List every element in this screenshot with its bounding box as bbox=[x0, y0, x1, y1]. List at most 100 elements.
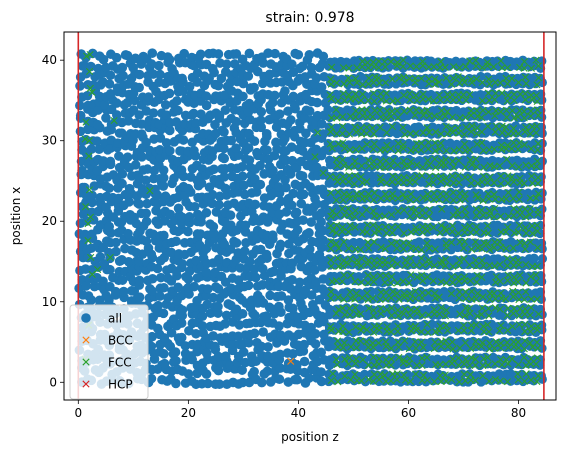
point-all bbox=[309, 265, 320, 275]
point-all bbox=[305, 182, 316, 192]
point-all bbox=[159, 230, 169, 241]
point-all bbox=[238, 78, 249, 89]
point-all bbox=[262, 366, 273, 377]
point-all bbox=[213, 80, 224, 91]
point-all bbox=[294, 277, 305, 288]
legend-label: FCC bbox=[108, 356, 132, 370]
point-all bbox=[171, 378, 181, 389]
point-all bbox=[158, 165, 169, 176]
point-all bbox=[256, 115, 266, 126]
point-all bbox=[161, 110, 172, 121]
point-all bbox=[292, 360, 302, 370]
point-all bbox=[134, 256, 144, 267]
point-all bbox=[158, 308, 169, 319]
point-all bbox=[141, 106, 152, 116]
point-all bbox=[141, 175, 151, 186]
point-all bbox=[335, 253, 346, 264]
point-all bbox=[117, 275, 128, 285]
point-all bbox=[192, 77, 202, 87]
point-all bbox=[256, 122, 267, 133]
point-all bbox=[213, 301, 223, 312]
point-all bbox=[219, 127, 229, 137]
point-all bbox=[366, 286, 376, 297]
point-all bbox=[268, 165, 278, 176]
point-all bbox=[301, 128, 311, 139]
point-all bbox=[158, 181, 169, 191]
point-all bbox=[220, 183, 231, 194]
point-all bbox=[134, 82, 144, 93]
point-all bbox=[271, 137, 281, 148]
point-all bbox=[288, 188, 299, 199]
point-all bbox=[225, 210, 236, 221]
point-all bbox=[213, 365, 224, 376]
point-all bbox=[378, 228, 388, 238]
point-all bbox=[220, 105, 231, 115]
point-all bbox=[141, 137, 151, 148]
point-all bbox=[164, 54, 175, 65]
point-all bbox=[123, 257, 134, 267]
point-all bbox=[183, 226, 193, 237]
point-all bbox=[86, 144, 97, 155]
point-all bbox=[146, 59, 157, 69]
point-all bbox=[273, 182, 284, 192]
point-all bbox=[112, 110, 122, 120]
point-all bbox=[537, 254, 548, 264]
point-all bbox=[249, 136, 260, 147]
point-all bbox=[166, 247, 177, 258]
point-all bbox=[117, 62, 128, 73]
point-all bbox=[310, 339, 321, 349]
point-all bbox=[372, 96, 382, 106]
point-all bbox=[304, 373, 315, 383]
point-all bbox=[98, 54, 109, 65]
point-all bbox=[316, 208, 327, 218]
point-all bbox=[208, 221, 219, 232]
point-all bbox=[177, 258, 188, 269]
point-all bbox=[359, 144, 369, 154]
point-all bbox=[98, 156, 109, 166]
point-all bbox=[93, 206, 104, 217]
point-all bbox=[183, 369, 194, 379]
point-all bbox=[240, 220, 251, 231]
point-all bbox=[213, 351, 224, 362]
point-all bbox=[136, 129, 147, 139]
point-all bbox=[316, 82, 327, 92]
point-all bbox=[134, 292, 145, 302]
point-all bbox=[171, 236, 181, 247]
point-all bbox=[304, 49, 315, 60]
point-all bbox=[316, 119, 327, 129]
point-all bbox=[285, 284, 296, 294]
point-all bbox=[306, 290, 317, 300]
point-all bbox=[128, 63, 138, 73]
point-all bbox=[208, 331, 219, 341]
point-all bbox=[204, 182, 215, 193]
point-all bbox=[124, 197, 134, 207]
point-all bbox=[201, 91, 212, 102]
point-all bbox=[537, 138, 547, 149]
point-all bbox=[176, 165, 187, 175]
point-all bbox=[252, 147, 262, 158]
point-all bbox=[159, 333, 170, 343]
point-all bbox=[110, 286, 121, 297]
point-all bbox=[123, 228, 133, 239]
point-all bbox=[231, 49, 242, 59]
point-all bbox=[220, 319, 230, 329]
y-tick-label: 20 bbox=[42, 214, 57, 228]
point-all bbox=[335, 161, 345, 171]
point-all bbox=[178, 135, 189, 145]
point-all bbox=[244, 337, 254, 348]
point-all bbox=[148, 229, 159, 240]
point-all bbox=[245, 302, 256, 313]
y-axis-label: position x bbox=[9, 187, 23, 245]
point-all bbox=[130, 160, 141, 170]
point-all bbox=[354, 288, 364, 298]
point-all bbox=[244, 128, 254, 139]
point-all bbox=[250, 272, 261, 283]
point-all bbox=[335, 106, 345, 117]
point-all bbox=[79, 182, 90, 193]
point-all bbox=[161, 138, 172, 148]
point-all bbox=[316, 217, 326, 227]
point-all bbox=[177, 212, 188, 223]
point-all bbox=[177, 305, 188, 315]
point-all bbox=[146, 373, 157, 384]
legend-label: BCC bbox=[108, 334, 133, 348]
